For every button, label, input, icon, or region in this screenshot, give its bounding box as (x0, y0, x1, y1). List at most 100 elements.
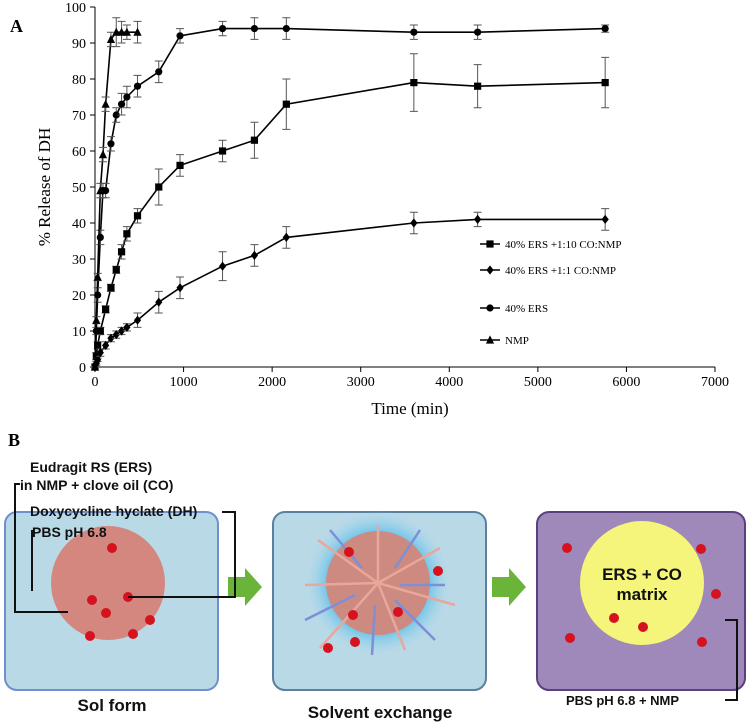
marker (410, 218, 418, 228)
marker (410, 79, 418, 87)
callout-label: PBS pH 6.8 (32, 524, 107, 540)
drug-particles (85, 543, 721, 653)
chart: A Time (min) % Release of DH 0 10 20 30 40 50… (10, 1, 729, 418)
marker (474, 28, 482, 36)
marker (96, 233, 104, 241)
callout-label: Doxycycline hyclate (DH) (30, 503, 197, 519)
x-axis-label: Time (min) (371, 399, 448, 418)
marker (94, 341, 102, 349)
marker (133, 27, 142, 36)
legend-item: 40% ERS +1:10 CO:NMP (480, 239, 622, 251)
marker (133, 212, 142, 220)
x-tick-label: 4000 (435, 375, 463, 390)
marker (96, 186, 105, 195)
x-tick-label: 1000 (170, 375, 198, 390)
marker (112, 266, 120, 274)
marker (117, 100, 126, 108)
y-tick-label: 30 (72, 253, 86, 268)
marker (117, 248, 126, 256)
marker (107, 333, 115, 343)
marker (102, 305, 110, 313)
marker (218, 25, 227, 33)
y-tick-label: 40 (72, 217, 86, 232)
y-tick-label: 100 (65, 1, 86, 16)
marker (601, 25, 609, 33)
marker (155, 297, 163, 307)
marker (155, 183, 163, 191)
legend-item: NMP (480, 335, 529, 347)
y-tick-label: 90 (72, 37, 86, 52)
marker (92, 358, 100, 368)
marker (486, 240, 494, 248)
marker (112, 27, 121, 36)
legend-label: 40% ERS +1:10 CO:NMP (505, 239, 622, 251)
marker (282, 25, 290, 33)
marker (107, 284, 115, 292)
callout-lines (14, 483, 738, 701)
marker (486, 304, 494, 312)
marker (98, 150, 108, 159)
marker (90, 362, 100, 371)
marker (117, 326, 126, 336)
series-line (94, 31, 138, 368)
polymer-droplet (51, 526, 165, 640)
marker (96, 327, 104, 335)
marker (282, 232, 290, 242)
legend-item: 40% ERS +1:1 CO:NMP (480, 265, 616, 277)
legend-label: NMP (505, 335, 529, 347)
diagram: B (4, 430, 746, 722)
marker (176, 161, 184, 169)
caption: Solvent exchange (308, 703, 453, 722)
marker (123, 230, 131, 238)
legend-label: 40% ERS (505, 303, 548, 315)
y-axis-label: % Release of DH (35, 128, 54, 247)
marker (102, 187, 110, 195)
x-tick-label: 3000 (347, 375, 375, 390)
marker (601, 79, 609, 87)
marker (485, 335, 495, 344)
x-tick-label: 0 (92, 375, 99, 390)
series-line (94, 27, 606, 368)
marker (218, 261, 227, 271)
x-tick-label: 5000 (524, 375, 552, 390)
y-tick-label: 70 (72, 109, 86, 124)
y-tick-label: 20 (72, 289, 86, 304)
x-tick-label: 7000 (701, 375, 729, 390)
marker (93, 272, 102, 281)
marker (112, 111, 120, 119)
marker (101, 99, 110, 108)
series-line (94, 81, 606, 368)
caption: Sol form (78, 696, 147, 715)
matrix-label: matrix (616, 585, 668, 604)
marker (155, 68, 163, 76)
marker (218, 147, 227, 155)
y-tick-label: 10 (72, 325, 86, 340)
callout-label: in NMP + clove oil (CO) (20, 477, 173, 493)
marker (474, 214, 482, 224)
marker (250, 136, 259, 144)
marker (250, 25, 259, 33)
marker (176, 283, 184, 293)
marker (123, 93, 131, 101)
legend-item: 40% ERS (480, 303, 548, 315)
matrix-label: ERS + CO (602, 565, 682, 584)
marker (410, 28, 418, 36)
y-tick-label: 50 (72, 181, 86, 196)
x-tick-label: 6000 (612, 375, 640, 390)
y-tick-label: 60 (72, 145, 86, 160)
marker (601, 214, 609, 224)
x-tick-label: 2000 (258, 375, 286, 390)
marker (123, 322, 131, 332)
marker (117, 27, 126, 36)
legend-label: 40% ERS +1:1 CO:NMP (505, 265, 616, 277)
panel-label: A (10, 16, 23, 36)
marker (176, 32, 184, 40)
step-arrow (228, 568, 262, 606)
callout-label: Eudragit RS (ERS) (30, 459, 152, 475)
marker (112, 330, 120, 340)
marker (96, 348, 104, 358)
marker (107, 140, 115, 148)
marker (102, 340, 110, 350)
callout-label: PBS pH 6.8 + NMP (566, 693, 679, 708)
